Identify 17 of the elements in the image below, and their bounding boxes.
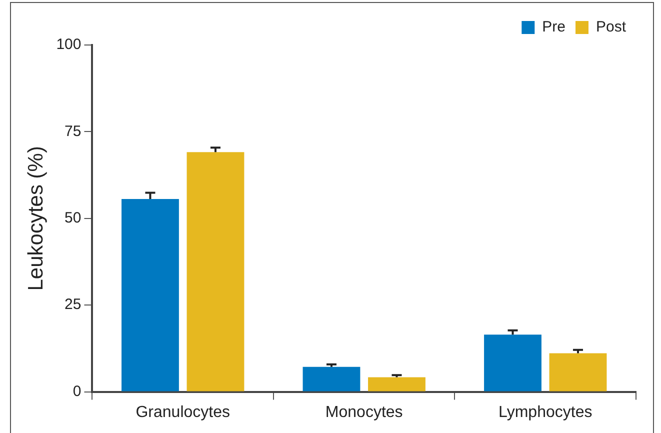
- y-axis-title: Leukocytes (%): [24, 146, 48, 291]
- bar: [368, 377, 426, 392]
- x-tick-label: Lymphocytes: [498, 404, 592, 421]
- legend-label: Post: [596, 18, 627, 36]
- x-tick-label: Monocytes: [325, 404, 403, 421]
- bar: [122, 198, 179, 392]
- y-tick-label: 50: [64, 210, 82, 227]
- bar: [549, 353, 607, 392]
- bar: [484, 334, 542, 392]
- y-tick-label: 75: [64, 122, 82, 140]
- legend-label: Pre: [542, 18, 566, 36]
- x-tick-label: Granulocytes: [136, 404, 230, 421]
- bar: [186, 152, 244, 392]
- y-tick-label: 100: [56, 36, 82, 54]
- bar: [302, 366, 360, 392]
- y-tick-label: 0: [72, 382, 82, 400]
- y-tick-label: 25: [64, 296, 82, 314]
